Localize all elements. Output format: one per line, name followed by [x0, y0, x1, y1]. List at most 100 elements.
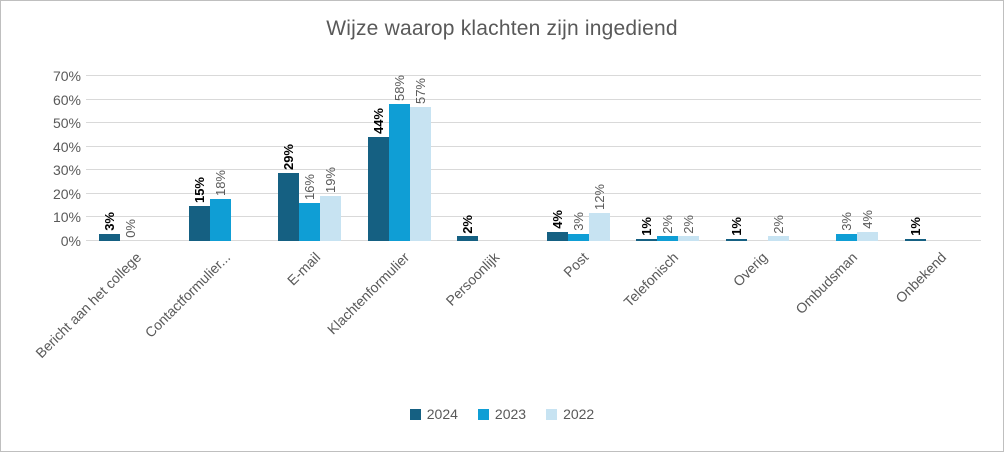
gridline [86, 145, 981, 147]
x-axis-category-label: E-mail [283, 249, 324, 289]
bar-group: 15% 18% [176, 76, 266, 241]
x-axis-category-label: Post [560, 249, 592, 281]
bar-group: 4% 3% 12% [534, 76, 624, 241]
data-label: 1% [728, 216, 744, 236]
bar-slot: 2% [767, 215, 789, 241]
x-axis-category-label: Klachtenformulier [324, 249, 413, 338]
y-axis-tick-label: 30% [52, 162, 81, 179]
legend: 2024 2023 2022 [1, 406, 1003, 422]
gridline [86, 169, 981, 171]
data-label: 4% [549, 209, 565, 229]
legend-item-2024: 2024 [409, 406, 458, 422]
bar-group: 44% 58% 57% [355, 75, 445, 241]
x-axis-category-label: Overig [730, 249, 771, 290]
data-label: 12% [591, 183, 607, 210]
bar-2024 [278, 172, 300, 241]
bar-2024 [188, 205, 210, 241]
bar-slot: 0% [120, 219, 141, 241]
data-label: 57% [412, 77, 428, 104]
bar-2023 [657, 236, 679, 241]
bar-2024 [546, 231, 568, 241]
bar-slot: 19% [320, 167, 342, 241]
data-label: 3% [839, 212, 855, 231]
bar-slot: 2% [457, 214, 479, 241]
bar-slot: 16% [299, 174, 321, 241]
gridline [86, 240, 981, 241]
bar-slot: 4% [546, 209, 568, 241]
gridline [86, 192, 981, 194]
bar-slot: 2% [678, 214, 700, 241]
bar-slot: 18% [209, 169, 231, 241]
data-label: 1% [907, 216, 923, 236]
bar-slot: 3% [567, 212, 589, 241]
data-label: 3% [570, 212, 586, 231]
legend-label: 2023 [494, 406, 527, 422]
legend-item-2022: 2022 [546, 406, 594, 422]
bar-2022 [588, 212, 610, 241]
bar-2022 [678, 236, 700, 241]
bar-2024 [457, 236, 479, 241]
plot-area: 3% 0% 15% 18% 29% 16% 19% 44% 58% 57% 2% 4% 3% 12% 1% 2… [86, 75, 982, 241]
data-label: 3% [102, 212, 118, 231]
x-axis-category-label: Telefonisch [620, 249, 682, 310]
bar-slot: 3% [99, 212, 121, 241]
x-axis-category-label: Bericht aan het college [32, 249, 145, 362]
data-label: 2% [660, 214, 676, 234]
bar-slot: 1% [636, 216, 658, 241]
bar-slot: 58% [388, 75, 410, 241]
y-axis-tick-label: 0% [60, 233, 81, 249]
x-axis-category-label: Onbekend [892, 249, 950, 306]
bar-slot: 57% [409, 77, 431, 241]
y-axis-tick-label: 60% [52, 91, 81, 108]
bar-2024 [367, 137, 389, 241]
bar-2022 [409, 106, 431, 241]
bar-group: 3% 0% [86, 76, 176, 241]
data-label: 1% [639, 216, 655, 236]
legend-swatch-2023 [477, 408, 489, 420]
y-axis-tick-label: 70% [52, 68, 81, 84]
y-axis: 0% 10% 20% 30% 40% 50% 60% 70% [35, 68, 81, 249]
y-axis-tick-label: 40% [52, 138, 81, 155]
bar-group: 1% [892, 76, 982, 241]
y-axis-tick-label: 10% [52, 209, 81, 226]
chart-title: Wijze waarop klachten zijn ingediend [326, 17, 678, 40]
bar-2023 [567, 233, 589, 241]
bar-2023 [836, 233, 858, 241]
data-label: 18% [212, 169, 228, 196]
data-label: 29% [281, 143, 297, 170]
bar-2024 [99, 233, 121, 241]
bar-slot: 44% [367, 108, 389, 241]
bar-2023 [299, 203, 321, 241]
bar-2022 [767, 236, 789, 241]
bar-2024 [725, 238, 747, 241]
data-label: 58% [391, 75, 407, 102]
y-axis-tick-label: 50% [52, 115, 81, 132]
x-axis: Bericht aan het college Contactformulier.… [32, 249, 981, 379]
data-label: 19% [323, 167, 339, 194]
data-label: 2% [681, 214, 697, 234]
legend-item-2023: 2023 [477, 406, 527, 422]
bar-slot: 15% [188, 177, 210, 241]
bar-slot: 29% [278, 143, 300, 241]
bar-slot: 1% [904, 216, 926, 241]
legend-swatch-2022 [546, 408, 558, 420]
gridline [86, 216, 981, 218]
legend-label: 2022 [563, 406, 595, 422]
data-label: 16% [302, 174, 318, 201]
bar-2024 [636, 238, 658, 241]
data-label: 4% [860, 209, 876, 229]
bar-group: 1% 2% 2% [623, 76, 713, 241]
bar-slot: 3% [836, 212, 858, 241]
bar-group: 1% 2% [713, 76, 803, 241]
data-label: 2% [460, 214, 476, 234]
gridline [86, 122, 981, 124]
gridline [86, 98, 981, 100]
bar-slot: 4% [857, 209, 879, 241]
bar-slot: 1% [725, 216, 747, 241]
bar-group: 29% 16% 19% [265, 76, 355, 241]
bar-2023 [209, 198, 231, 241]
legend-label: 2024 [426, 406, 458, 422]
x-axis-category-label: Persoonlijk [442, 249, 503, 309]
bar-2022 [320, 196, 342, 241]
bar-slot: 2% [657, 214, 679, 241]
